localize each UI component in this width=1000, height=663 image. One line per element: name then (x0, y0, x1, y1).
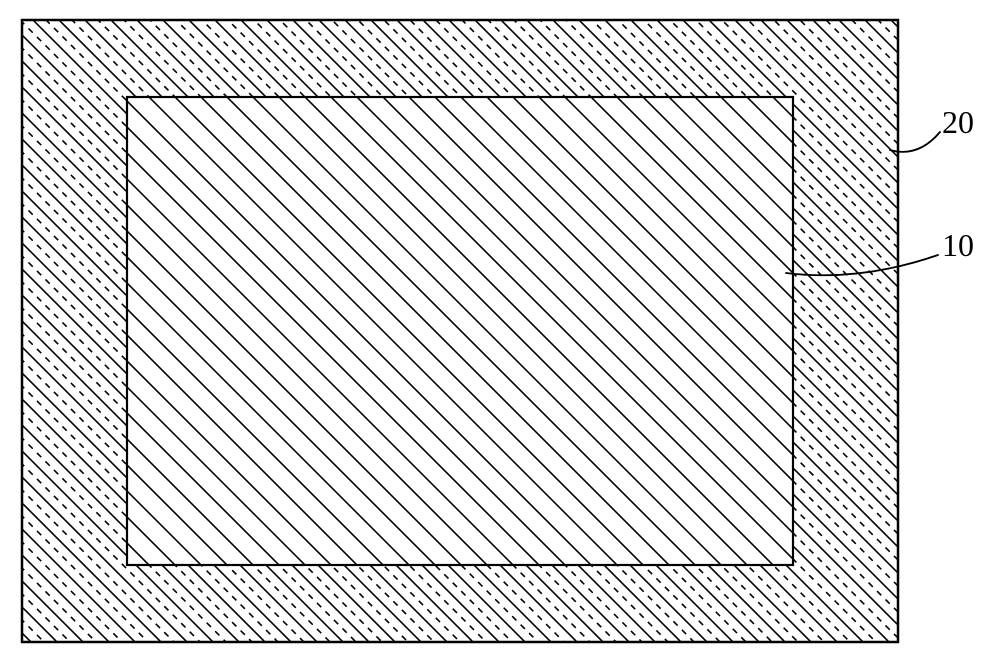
callout-label-20: 20 (942, 104, 974, 141)
callout-label-10: 10 (942, 227, 974, 264)
diagram-svg (0, 0, 1000, 663)
diagram-canvas: 20 10 (0, 0, 1000, 663)
